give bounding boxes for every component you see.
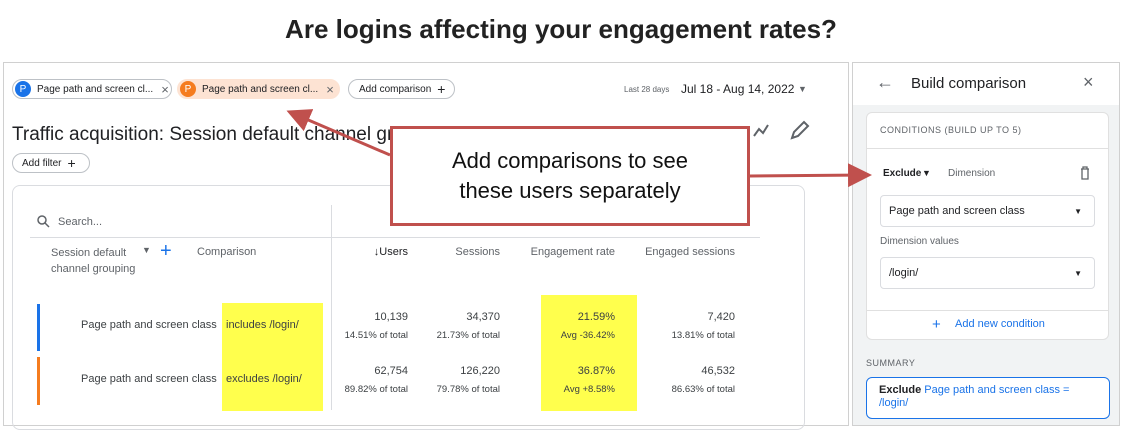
- callout: Add comparisons to see these users separ…: [390, 126, 750, 226]
- highlight: [222, 303, 323, 411]
- add-filter-button[interactable]: Add filter +: [12, 153, 90, 173]
- cell-value: 36.87%: [577, 365, 615, 377]
- select-value: Page path and screen class: [889, 205, 1025, 217]
- section-heading: SUMMARY: [866, 358, 916, 368]
- comparison-chip[interactable]: P Page path and screen cl... ×: [12, 79, 172, 99]
- chip-label: Page path and screen cl...: [202, 83, 319, 95]
- chip-label: Page path and screen cl...: [37, 83, 154, 95]
- search-input[interactable]: Search...: [58, 216, 103, 228]
- cell-share: 13.81% of total: [671, 330, 735, 341]
- cell-share: 14.51% of total: [344, 330, 408, 341]
- page-title: Are logins affecting your engagement rat…: [285, 14, 837, 44]
- column-header: Engagement rate: [530, 246, 615, 258]
- summary-box: Exclude Page path and screen class = /lo…: [866, 377, 1110, 419]
- mode-select[interactable]: Exclude: [883, 168, 922, 179]
- button-label: Add comparison: [359, 83, 432, 95]
- divider: [331, 205, 332, 410]
- date-range[interactable]: Jul 18 - Aug 14, 2022: [681, 82, 795, 96]
- cell-value: 46,532: [701, 365, 735, 377]
- field-label: Dimension values: [880, 236, 959, 247]
- delete-button[interactable]: [1079, 166, 1091, 180]
- section-heading: CONDITIONS (BUILD UP TO 5): [880, 125, 1022, 135]
- side-panel: [852, 62, 1120, 426]
- series-bar: [37, 357, 40, 405]
- column-header: Sessions: [455, 246, 500, 258]
- row-dimension: Page path and screen class: [81, 319, 217, 331]
- field-label: Dimension: [948, 168, 996, 179]
- cell-share: Avg +8.58%: [563, 384, 615, 395]
- cell-share: 89.82% of total: [344, 384, 408, 395]
- column-header: Engaged sessions: [645, 246, 735, 258]
- cell-value: 10,139: [374, 311, 408, 323]
- chip-icon: P: [180, 81, 196, 97]
- column-header: Session default channel grouping: [51, 247, 136, 275]
- date-range-label: Last 28 days: [624, 85, 670, 94]
- cell-value: 34,370: [466, 311, 500, 323]
- row-dimension: Page path and screen class: [81, 373, 217, 385]
- chip-icon: P: [15, 81, 31, 97]
- dimension-select[interactable]: Page path and screen class ▼: [880, 195, 1095, 227]
- row-condition: includes /login/: [226, 319, 299, 331]
- add-condition-button[interactable]: Add new condition: [955, 318, 1045, 330]
- report-frame: [3, 62, 849, 426]
- cell-share: 86.63% of total: [671, 384, 735, 395]
- series-bar: [37, 304, 40, 351]
- report-icons: [753, 120, 810, 140]
- cell-value: 7,420: [707, 311, 735, 323]
- comparison-chip[interactable]: P Page path and screen cl... ×: [177, 79, 340, 99]
- cell-share: Avg -36.42%: [560, 330, 615, 341]
- select-value: /login/: [889, 267, 919, 279]
- back-button[interactable]: ←: [876, 72, 894, 92]
- cell-value: 21.59%: [577, 311, 615, 323]
- cell-value: 126,220: [460, 365, 500, 377]
- add-comparison-button[interactable]: Add comparison +: [348, 79, 455, 99]
- column-header: ↓Users: [373, 246, 408, 258]
- column-header: Comparison: [197, 246, 257, 258]
- cell-share: 21.73% of total: [436, 330, 500, 341]
- search-icon: [37, 215, 50, 228]
- highlight: [541, 295, 637, 411]
- button-label: Add filter: [22, 157, 62, 169]
- divider: [30, 237, 760, 238]
- panel-title: Build comparison: [911, 75, 1027, 92]
- summary-mode: Exclude: [879, 384, 922, 396]
- cell-share: 79.78% of total: [436, 384, 500, 395]
- values-select[interactable]: /login/▼: [880, 257, 1095, 289]
- row-condition: excludes /login/: [226, 373, 302, 385]
- close-button[interactable]: ×: [1083, 72, 1094, 92]
- summary-text: Page path and screen class = /login/: [879, 384, 1070, 409]
- cell-value: 62,754: [374, 365, 408, 377]
